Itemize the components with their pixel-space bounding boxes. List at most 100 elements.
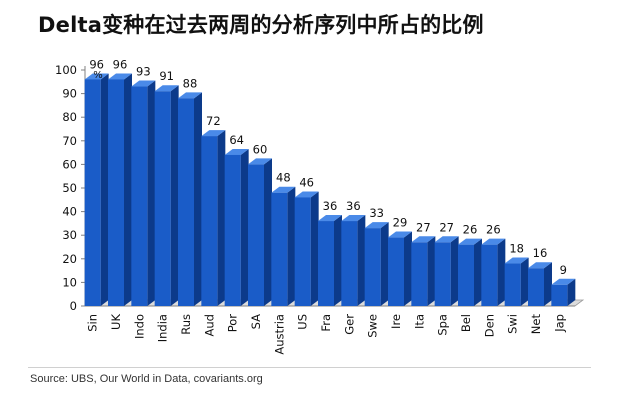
y-tick-label: 100 xyxy=(55,63,77,77)
bar-value-label: 93 xyxy=(136,65,151,79)
bar-value-label: 46 xyxy=(299,175,314,189)
x-tick-label: Aud xyxy=(202,314,216,336)
x-tick-label: Den xyxy=(482,314,496,337)
bar-top xyxy=(108,73,132,80)
y-tick-label: 10 xyxy=(62,275,77,289)
bar-value-label: 88 xyxy=(183,76,198,90)
bar-side xyxy=(427,236,436,306)
bar-side xyxy=(520,257,529,306)
x-tick-label: Ger xyxy=(342,314,356,335)
value-labels: 96 96 93 91 88 72 64 60 48 46 36 36 33 29 27 27 26 26 18 16… xyxy=(89,57,567,276)
bar-side xyxy=(310,191,319,306)
bar-top xyxy=(318,215,342,222)
bar xyxy=(551,284,568,306)
y-tick-label: 60 xyxy=(62,157,77,171)
y-tick-label: 70 xyxy=(62,134,77,148)
x-tick-labels: Sin UK Indo India Rus Aud Por SA Austria US Fra Ger… xyxy=(86,314,567,355)
bar-top xyxy=(294,191,319,198)
bar-top xyxy=(364,222,389,229)
bar xyxy=(178,98,194,306)
bar-side xyxy=(450,236,459,306)
bar xyxy=(388,237,404,306)
y-tick-label: 90 xyxy=(62,87,77,101)
bar-side xyxy=(100,73,109,306)
bar-side xyxy=(474,238,482,306)
bar-value-label: 27 xyxy=(439,220,454,234)
bar-side xyxy=(147,80,156,307)
bar-value-label: 36 xyxy=(346,199,361,213)
bar-top xyxy=(178,92,202,99)
bar xyxy=(481,244,498,306)
bar xyxy=(201,136,218,306)
bar xyxy=(294,197,311,306)
x-tick-label: Sin xyxy=(86,314,100,332)
bar-top xyxy=(458,238,482,245)
bar-side xyxy=(194,92,202,306)
bar-value-label: 18 xyxy=(509,242,524,256)
y-tick-label: 30 xyxy=(62,228,77,242)
bar-side xyxy=(264,158,272,306)
bar-top xyxy=(154,85,179,92)
x-tick-label: Indo xyxy=(132,314,146,339)
bar-side xyxy=(334,215,342,306)
bar-value-label: 27 xyxy=(416,220,431,234)
bar-side xyxy=(380,222,389,306)
bar-value-label: 48 xyxy=(276,171,291,185)
bar-top xyxy=(201,130,226,137)
bar-top xyxy=(84,73,109,80)
bar xyxy=(154,91,171,307)
bar xyxy=(84,79,101,306)
x-tick-label: Fra xyxy=(319,314,333,332)
y-unit-label: % xyxy=(93,70,103,81)
x-tick-label: Rus xyxy=(179,314,193,335)
bars xyxy=(84,73,576,307)
bar-side xyxy=(404,231,412,306)
bar-value-label: 26 xyxy=(486,223,501,237)
bar-top xyxy=(248,158,272,165)
bar-top xyxy=(528,262,552,269)
y-tick-label: 50 xyxy=(62,181,77,195)
bar xyxy=(108,79,124,306)
bar xyxy=(458,244,474,306)
x-tick-label: Spa xyxy=(436,314,450,336)
x-tick-label: Swe xyxy=(366,314,380,338)
bar xyxy=(248,164,264,306)
x-tick-label: Net xyxy=(529,314,543,335)
bar-side xyxy=(240,148,249,306)
bar-value-label: 29 xyxy=(393,216,408,230)
y-tick-label: 20 xyxy=(62,252,77,266)
bar xyxy=(224,154,241,306)
bar-top xyxy=(131,80,156,87)
bar-top xyxy=(271,186,296,193)
bar-top xyxy=(411,236,436,243)
bar-value-label: 72 xyxy=(206,114,221,128)
source-note: Source: UBS, Our World in Data, covarian… xyxy=(30,373,263,385)
y-tick-label: 40 xyxy=(62,205,77,219)
x-tick-label: India xyxy=(156,314,170,342)
bar xyxy=(411,242,428,306)
bar-top xyxy=(504,257,529,264)
bar-value-label: 16 xyxy=(533,246,548,260)
x-tick-label: Austria xyxy=(272,314,286,355)
bar-value-label: 33 xyxy=(369,206,384,220)
bar xyxy=(318,221,334,306)
x-tick-label: Bel xyxy=(459,314,473,332)
bar-side xyxy=(357,215,366,306)
bar-top xyxy=(388,231,412,238)
bar xyxy=(364,228,381,306)
bar-top xyxy=(341,215,366,222)
bar xyxy=(341,221,358,306)
chart-title: Delta变种在过去两周的分析序列中所占的比例 xyxy=(38,13,484,37)
bar-side xyxy=(567,278,576,306)
bar-value-label: 36 xyxy=(323,199,338,213)
bar-value-label: 60 xyxy=(253,142,268,156)
x-tick-label: SA xyxy=(249,314,263,330)
bar-value-label: 96 xyxy=(89,57,104,71)
bar-value-label: 91 xyxy=(159,69,174,83)
bar-side xyxy=(217,130,226,306)
x-tick-label: Por xyxy=(226,314,240,333)
bar-top xyxy=(481,238,506,245)
bar-side xyxy=(544,262,552,306)
bar xyxy=(504,263,521,306)
bar-side xyxy=(497,238,506,306)
